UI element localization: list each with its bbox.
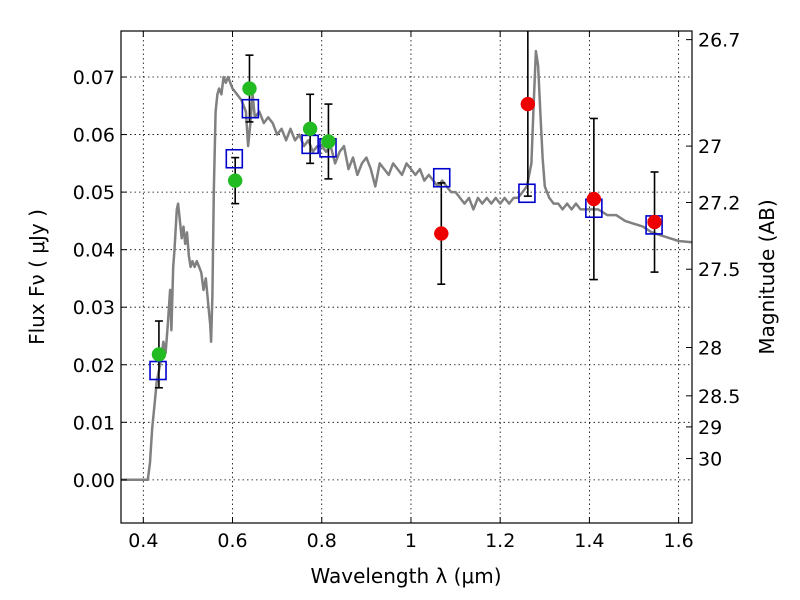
y-tick-label: 0.00 <box>73 470 115 492</box>
circle-marker <box>321 134 336 149</box>
circle-marker <box>434 226 449 241</box>
x-tick-label: 1.4 <box>574 530 604 552</box>
grid-lines <box>121 31 692 523</box>
y-tick-label: 0.07 <box>73 67 115 89</box>
y-axis-label: Flux Fν ( μJy ) <box>25 209 49 345</box>
x-tick-label: 1.6 <box>664 530 694 552</box>
y2-axis-label: Magnitude (AB) <box>755 199 779 354</box>
y2-tick-label: 29 <box>698 417 722 439</box>
x-tick-label: 0.6 <box>217 530 247 552</box>
y2-tick-label: 27.2 <box>698 192 740 214</box>
y2-tick-label: 27.5 <box>698 259 740 281</box>
circle-marker <box>302 121 318 137</box>
y2-tick-label: 28 <box>698 337 722 359</box>
y-tick-label: 0.02 <box>73 355 115 377</box>
circle-marker <box>520 96 536 112</box>
data-markers <box>149 81 663 381</box>
circle-marker <box>227 173 243 188</box>
y-tick-label: 0.05 <box>73 182 115 204</box>
y-tick-label: 0.01 <box>73 412 115 434</box>
y2-tick-label: 27 <box>698 136 722 158</box>
square-marker <box>225 148 244 169</box>
x-tick-label: 1 <box>405 530 417 552</box>
model-spectrum-line <box>121 49 693 482</box>
square-marker <box>241 98 260 119</box>
circle-marker <box>647 214 662 230</box>
x-tick-label: 0.4 <box>128 530 158 552</box>
x-tick-label: 1.2 <box>485 530 515 552</box>
circle-marker <box>586 191 602 207</box>
x-axis-label: Wavelength λ (μm) <box>310 564 501 588</box>
plot-frame <box>120 30 693 524</box>
circle-marker <box>151 347 167 362</box>
circle-marker <box>242 81 257 96</box>
axis-ticks: 0.4 0.6 0.8 1 1.2 1.4 1.6 0.00 0.01 0.02 0.03 0.04 0… <box>73 30 741 552</box>
y2-tick-label: 26.7 <box>698 30 740 52</box>
y2-tick-label: 28.5 <box>698 386 740 408</box>
model-spectrum-path <box>121 49 693 482</box>
y-tick-label: 0.03 <box>73 297 115 319</box>
y2-tick-label: 30 <box>698 449 722 471</box>
square-marker <box>518 183 536 204</box>
square-marker <box>432 167 451 188</box>
y-tick-label: 0.06 <box>73 125 115 147</box>
y-tick-label: 0.04 <box>73 240 115 262</box>
x-tick-label: 0.8 <box>307 530 337 552</box>
